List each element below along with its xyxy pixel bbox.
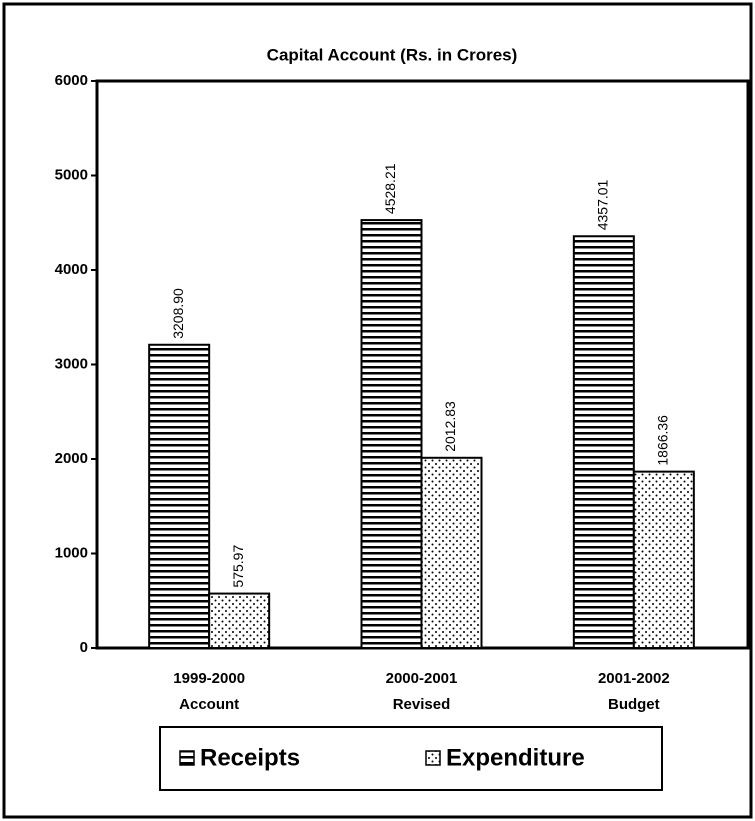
legend-label: Expenditure <box>446 744 585 771</box>
legend-label: Receipts <box>200 744 300 771</box>
x-tick-label: Budget <box>608 696 660 713</box>
y-tick-label: 1000 <box>55 544 88 561</box>
bar <box>420 456 483 649</box>
x-tick-label: 1999-2000 <box>173 670 245 687</box>
value-label: 575.97 <box>230 545 246 588</box>
x-tick-label: 2001-2002 <box>598 670 670 687</box>
value-label: 2012.83 <box>442 401 458 452</box>
y-tick-label: 3000 <box>55 355 88 372</box>
y-tick-label: 5000 <box>55 166 88 183</box>
bar <box>208 592 271 650</box>
y-tick-label: 2000 <box>55 450 88 467</box>
value-label: 4357.01 <box>595 179 611 230</box>
y-tick-label: 0 <box>80 639 88 656</box>
legend-swatch <box>179 750 195 766</box>
chart-title: Capital Account (Rs. in Crores) <box>267 45 518 64</box>
x-tick-label: Revised <box>393 696 451 713</box>
value-label: 4528.21 <box>382 163 398 214</box>
bar <box>572 235 635 650</box>
legend <box>159 726 663 791</box>
value-label: 1866.36 <box>655 415 671 466</box>
x-tick-label: 2000-2001 <box>386 670 458 687</box>
x-tick-label: Account <box>179 696 239 713</box>
bar <box>148 343 211 649</box>
legend-swatch <box>425 750 441 766</box>
value-label: 3208.90 <box>170 288 186 339</box>
bar <box>632 470 695 649</box>
y-tick-label: 6000 <box>55 72 88 89</box>
y-tick-label: 4000 <box>55 261 88 278</box>
bar <box>360 219 423 649</box>
